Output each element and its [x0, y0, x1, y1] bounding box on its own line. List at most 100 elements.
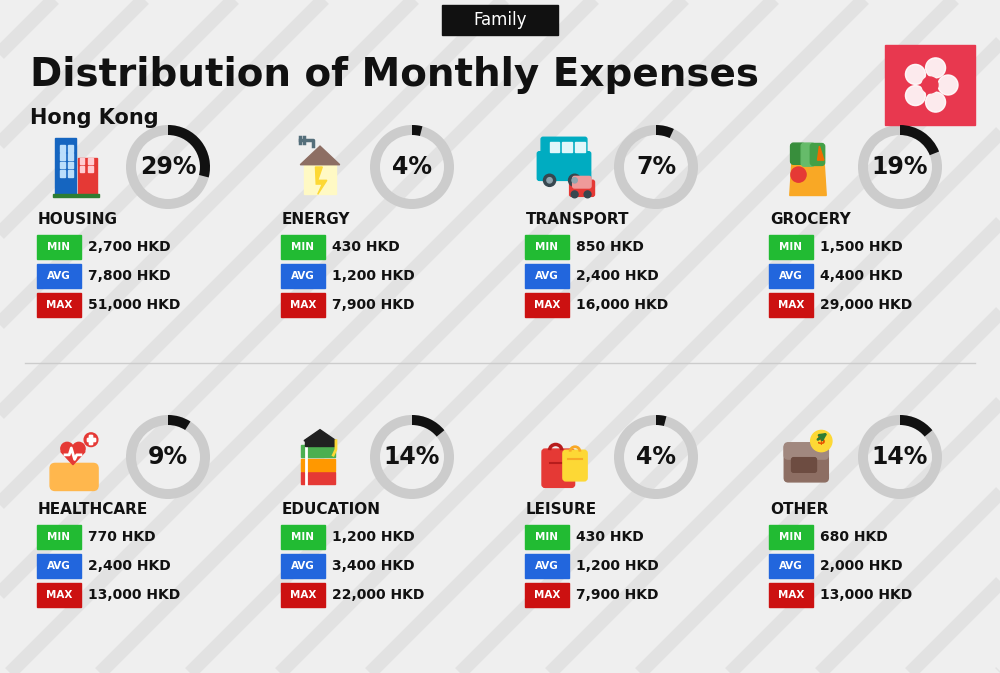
FancyBboxPatch shape — [301, 445, 335, 457]
Text: MAX: MAX — [778, 590, 804, 600]
FancyBboxPatch shape — [50, 464, 98, 491]
FancyBboxPatch shape — [301, 458, 335, 470]
FancyBboxPatch shape — [575, 142, 585, 152]
Circle shape — [905, 65, 925, 84]
FancyBboxPatch shape — [550, 142, 559, 152]
Text: 14%: 14% — [384, 445, 440, 469]
FancyBboxPatch shape — [78, 157, 97, 195]
Text: 3,400 HKD: 3,400 HKD — [332, 559, 415, 573]
Text: 7,900 HKD: 7,900 HKD — [332, 298, 415, 312]
Circle shape — [84, 433, 98, 447]
Wedge shape — [614, 125, 698, 209]
Wedge shape — [900, 125, 939, 155]
Text: 2,000 HKD: 2,000 HKD — [820, 559, 903, 573]
FancyBboxPatch shape — [89, 435, 92, 444]
Polygon shape — [300, 146, 340, 165]
FancyBboxPatch shape — [562, 142, 572, 152]
Polygon shape — [818, 146, 824, 160]
Text: 13,000 HKD: 13,000 HKD — [88, 588, 180, 602]
FancyBboxPatch shape — [563, 450, 587, 481]
FancyBboxPatch shape — [37, 264, 81, 288]
Text: 19%: 19% — [872, 155, 928, 179]
Text: 14%: 14% — [872, 445, 928, 469]
Polygon shape — [315, 167, 327, 194]
Text: Distribution of Monthly Expenses: Distribution of Monthly Expenses — [30, 56, 759, 94]
Text: AVG: AVG — [779, 561, 803, 571]
Text: AVG: AVG — [291, 271, 315, 281]
Text: AVG: AVG — [291, 561, 315, 571]
FancyBboxPatch shape — [37, 554, 81, 578]
Text: MAX: MAX — [778, 300, 804, 310]
FancyBboxPatch shape — [53, 194, 99, 197]
Text: 2,400 HKD: 2,400 HKD — [88, 559, 171, 573]
Text: 29%: 29% — [140, 155, 196, 179]
Wedge shape — [900, 415, 932, 437]
Text: HOUSING: HOUSING — [38, 211, 118, 227]
Text: 7%: 7% — [636, 155, 676, 179]
FancyBboxPatch shape — [80, 158, 84, 164]
FancyBboxPatch shape — [281, 583, 325, 607]
Wedge shape — [370, 125, 454, 209]
Text: 1,200 HKD: 1,200 HKD — [332, 530, 415, 544]
FancyBboxPatch shape — [281, 554, 325, 578]
Text: MAX: MAX — [534, 300, 560, 310]
Circle shape — [547, 178, 552, 183]
FancyBboxPatch shape — [542, 449, 575, 487]
Text: Family: Family — [473, 11, 527, 29]
Text: 22,000 HKD: 22,000 HKD — [332, 588, 424, 602]
FancyBboxPatch shape — [37, 583, 81, 607]
FancyBboxPatch shape — [68, 153, 73, 160]
Text: ENERGY: ENERGY — [282, 211, 351, 227]
Text: AVG: AVG — [535, 561, 559, 571]
FancyBboxPatch shape — [442, 5, 558, 35]
FancyBboxPatch shape — [301, 472, 335, 485]
Circle shape — [926, 92, 946, 112]
Text: MIN: MIN — [292, 532, 314, 542]
Circle shape — [571, 191, 578, 198]
Text: AVG: AVG — [535, 271, 559, 281]
Text: 2,700 HKD: 2,700 HKD — [88, 240, 171, 254]
Text: 16,000 HKD: 16,000 HKD — [576, 298, 668, 312]
Text: 1,500 HKD: 1,500 HKD — [820, 240, 903, 254]
Text: GROCERY: GROCERY — [770, 211, 851, 227]
Text: EDUCATION: EDUCATION — [282, 501, 381, 516]
FancyBboxPatch shape — [88, 166, 93, 172]
Wedge shape — [168, 125, 210, 178]
Text: MIN: MIN — [292, 242, 314, 252]
FancyBboxPatch shape — [792, 458, 816, 472]
Wedge shape — [126, 415, 210, 499]
Circle shape — [569, 174, 581, 186]
Circle shape — [922, 77, 938, 93]
Text: MIN: MIN — [779, 532, 802, 542]
FancyBboxPatch shape — [60, 170, 65, 176]
Polygon shape — [61, 452, 85, 464]
Circle shape — [905, 85, 925, 106]
Text: 850 HKD: 850 HKD — [576, 240, 644, 254]
FancyBboxPatch shape — [89, 435, 92, 444]
Text: TRANSPORT: TRANSPORT — [526, 211, 630, 227]
FancyBboxPatch shape — [769, 264, 813, 288]
FancyBboxPatch shape — [885, 45, 975, 125]
Text: AVG: AVG — [47, 561, 71, 571]
FancyBboxPatch shape — [769, 554, 813, 578]
FancyBboxPatch shape — [88, 158, 93, 164]
FancyBboxPatch shape — [60, 145, 65, 152]
FancyBboxPatch shape — [305, 441, 335, 446]
Text: AVG: AVG — [779, 271, 803, 281]
Text: $: $ — [817, 434, 826, 447]
FancyBboxPatch shape — [570, 180, 594, 197]
FancyBboxPatch shape — [281, 235, 325, 259]
Text: 1,200 HKD: 1,200 HKD — [576, 559, 659, 573]
Text: MIN: MIN — [48, 242, 70, 252]
FancyBboxPatch shape — [37, 293, 81, 317]
FancyBboxPatch shape — [80, 166, 84, 172]
FancyBboxPatch shape — [87, 438, 95, 441]
Circle shape — [584, 191, 591, 198]
FancyBboxPatch shape — [525, 293, 569, 317]
Text: HEALTHCARE: HEALTHCARE — [38, 501, 148, 516]
Text: 680 HKD: 680 HKD — [820, 530, 888, 544]
FancyBboxPatch shape — [769, 525, 813, 549]
FancyBboxPatch shape — [55, 139, 76, 195]
FancyBboxPatch shape — [525, 235, 569, 259]
FancyBboxPatch shape — [525, 264, 569, 288]
